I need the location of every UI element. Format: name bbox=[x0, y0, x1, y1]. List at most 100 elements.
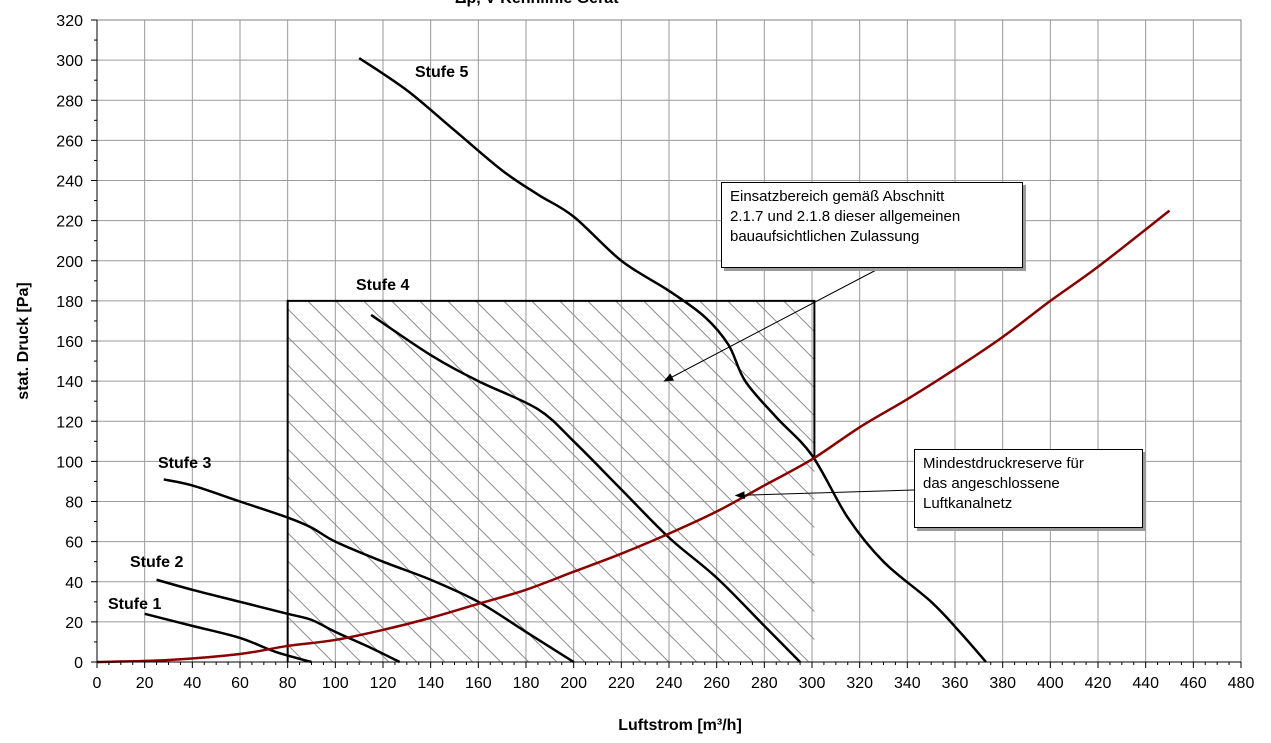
y-tick-label: 160 bbox=[56, 334, 83, 351]
hatch-line bbox=[727, 300, 815, 389]
axes: 0 20 40 60 80 100 120 140 160 180 200 220 240 260 280 3… bbox=[56, 13, 1254, 692]
x-tick-label: 100 bbox=[322, 675, 349, 692]
arrow-min-pressure-reserve bbox=[734, 489, 915, 500]
y-tick-label: 320 bbox=[56, 13, 83, 30]
series-line-stufe-2 bbox=[156, 578, 401, 664]
y-axis-title: stat. Druck [Pa] bbox=[15, 282, 32, 399]
hatch-line bbox=[287, 336, 614, 662]
hatch-line bbox=[287, 476, 474, 662]
x-tick-label: 300 bbox=[799, 675, 826, 692]
x-tick-label: 120 bbox=[370, 675, 397, 692]
annotation-arrows bbox=[663, 267, 915, 500]
hatch-line bbox=[287, 392, 558, 662]
x-tick-label: 260 bbox=[703, 675, 730, 692]
y-tick-label: 240 bbox=[56, 174, 83, 191]
hatch-line bbox=[287, 644, 306, 662]
x-tick-label: 60 bbox=[231, 675, 249, 692]
hatch-line bbox=[363, 300, 726, 662]
hatch-line bbox=[503, 300, 815, 613]
y-tick-label: 220 bbox=[56, 214, 83, 231]
series-line-stufe-4 bbox=[370, 313, 801, 663]
hatch-line bbox=[0, 301, 336, 721]
x-tick-label: 160 bbox=[465, 675, 492, 692]
annotation-min-pressure-reserve: Mindestdruckreserve für das angeschlosse… bbox=[914, 449, 1143, 528]
hatch-line bbox=[447, 300, 810, 662]
series-line-stufe-5 bbox=[358, 57, 987, 663]
y-tick-label: 60 bbox=[65, 535, 83, 552]
y-tick-label: 100 bbox=[56, 454, 83, 471]
x-tick-label: 340 bbox=[894, 675, 921, 692]
x-tick-label: 460 bbox=[1180, 675, 1207, 692]
hatch-line bbox=[671, 300, 815, 445]
y-tick-label: 20 bbox=[65, 615, 83, 632]
x-tick-label: 480 bbox=[1228, 675, 1255, 692]
x-tick-label: 0 bbox=[93, 675, 102, 692]
series-label-stufe-3: Stufe 3 bbox=[158, 455, 211, 472]
y-tick-label: 40 bbox=[65, 575, 83, 592]
x-tick-label: 440 bbox=[1132, 675, 1159, 692]
arrow-operating-range bbox=[663, 267, 881, 382]
y-tick-label: 120 bbox=[56, 414, 83, 431]
hatch-line bbox=[531, 300, 815, 585]
annotation-operating-range: Einsatzbereich gemäß Abschnitt 2.1.7 und… bbox=[721, 182, 1023, 268]
hatch-line bbox=[287, 364, 586, 662]
hatch-line bbox=[287, 308, 642, 662]
series-label-stufe-1: Stufe 1 bbox=[108, 596, 161, 613]
hatch-line bbox=[0, 301, 308, 721]
y-tick-label: 280 bbox=[56, 93, 83, 110]
x-axis-title: Luftstrom [m³/h] bbox=[618, 717, 742, 734]
x-tick-label: 200 bbox=[560, 675, 587, 692]
x-tick-label: 80 bbox=[279, 675, 297, 692]
series-label-stufe-5: Stufe 5 bbox=[415, 64, 468, 81]
y-tick-label: 140 bbox=[56, 374, 83, 391]
y-tick-label: 180 bbox=[56, 294, 83, 311]
y-tick-label: 80 bbox=[65, 495, 83, 512]
x-tick-label: 360 bbox=[942, 675, 969, 692]
x-tick-label: 240 bbox=[656, 675, 683, 692]
hatch-line bbox=[287, 560, 390, 662]
x-tick-label: 180 bbox=[513, 675, 540, 692]
x-tick-label: 280 bbox=[751, 675, 778, 692]
series-line-stufe-3 bbox=[163, 478, 575, 664]
y-tick-label: 0 bbox=[74, 655, 83, 672]
annotation-min-pressure-line-1: Mindestdruckreserve für bbox=[923, 455, 1084, 472]
x-tick-label: 140 bbox=[417, 675, 444, 692]
hatch-line bbox=[287, 448, 502, 662]
x-tick-label: 320 bbox=[846, 675, 873, 692]
hatch-line bbox=[287, 504, 446, 662]
y-tick-label: 200 bbox=[56, 254, 83, 271]
hatch-line bbox=[643, 300, 815, 473]
x-tick-label: 40 bbox=[183, 675, 201, 692]
hatch-line bbox=[587, 300, 815, 529]
x-tick-label: 400 bbox=[1037, 675, 1064, 692]
x-tick-label: 420 bbox=[1085, 675, 1112, 692]
hatch-line bbox=[335, 300, 698, 662]
annotation-operating-range-line-1: Einsatzbereich gemäß Abschnitt bbox=[730, 188, 945, 205]
annotation-min-pressure-line-2: das angeschlossene bbox=[923, 475, 1060, 492]
hatch-line bbox=[307, 300, 670, 662]
hatch-line bbox=[559, 300, 815, 557]
annotation-min-pressure-line-3: Luftkanalnetz bbox=[923, 495, 1013, 512]
hatch-line bbox=[615, 300, 815, 501]
x-tick-label: 380 bbox=[989, 675, 1016, 692]
y-tick-label: 260 bbox=[56, 133, 83, 150]
hatch-line bbox=[699, 300, 815, 417]
series-lines bbox=[96, 57, 1171, 664]
hatch-line bbox=[419, 300, 782, 662]
region-border bbox=[286, 299, 816, 662]
x-tick-label: 20 bbox=[136, 675, 154, 692]
annotation-operating-range-line-3: bauaufsichtlichen Zulassung bbox=[730, 228, 920, 245]
hatch-line bbox=[287, 588, 362, 662]
hatch-line bbox=[287, 420, 530, 662]
hatch-line bbox=[475, 300, 815, 641]
region-hatching bbox=[0, 300, 815, 721]
series-label-stufe-4: Stufe 4 bbox=[356, 277, 409, 294]
x-tick-label: 220 bbox=[608, 675, 635, 692]
hatch-line bbox=[391, 300, 754, 662]
operating-region bbox=[0, 299, 816, 721]
grid bbox=[96, 19, 1242, 663]
series-line-stufe-1 bbox=[144, 612, 312, 664]
chart-title: Δp, V-Kennlinie Gerät bbox=[455, 0, 619, 8]
hatch-line bbox=[287, 532, 418, 662]
